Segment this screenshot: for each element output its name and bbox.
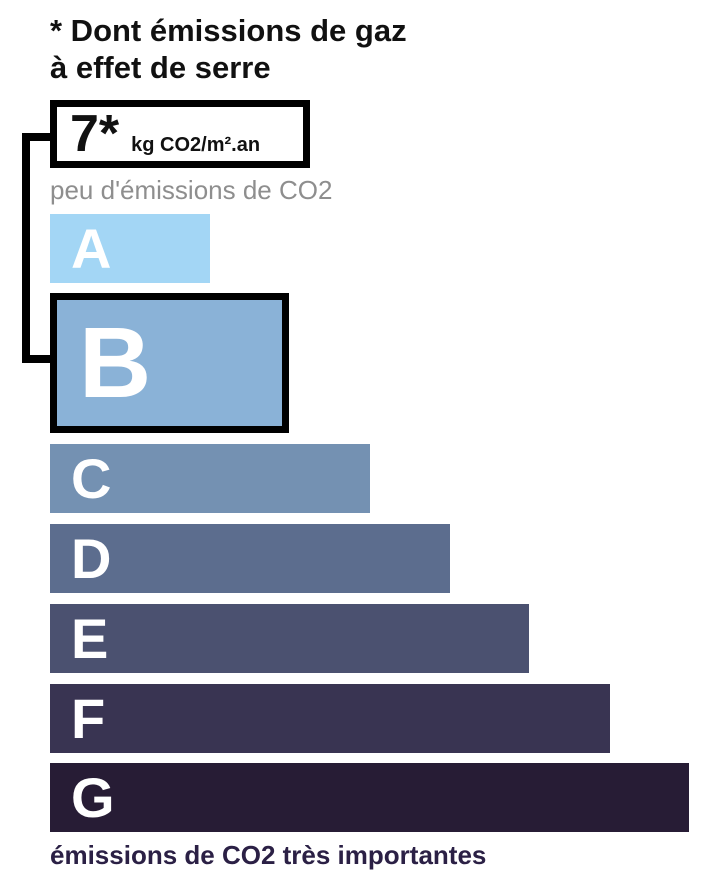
bar-e: E bbox=[50, 604, 529, 673]
chart-title-line2: à effet de serre bbox=[50, 50, 271, 85]
bar-c: C bbox=[50, 444, 370, 513]
bar-b-letter: B bbox=[79, 307, 152, 419]
bar-b-highlighted: B bbox=[50, 293, 289, 433]
bar-a: A bbox=[50, 214, 210, 283]
bar-d: D bbox=[50, 524, 450, 593]
high-emissions-label: émissions de CO2 très importantes bbox=[50, 840, 487, 870]
low-emissions-label: peu d'émissions de CO2 bbox=[50, 175, 333, 205]
emissions-value-box: 7* kg CO2/m².an bbox=[50, 100, 310, 168]
bar-e-letter: E bbox=[71, 606, 109, 670]
connector-line-top bbox=[22, 133, 56, 141]
bar-g-letter: G bbox=[71, 765, 115, 829]
bar-a-letter: A bbox=[71, 216, 112, 280]
emissions-unit: kg CO2/m².an bbox=[131, 134, 261, 156]
connector-line-vertical bbox=[22, 133, 30, 363]
bar-c-letter: C bbox=[71, 446, 112, 510]
chart-title-line1: * Dont émissions de gaz bbox=[50, 13, 407, 48]
bar-d-letter: D bbox=[71, 526, 112, 590]
bar-f-letter: F bbox=[71, 686, 106, 750]
connector-line-bottom bbox=[22, 355, 58, 363]
bar-g: G bbox=[50, 763, 689, 832]
bar-f: F bbox=[50, 684, 610, 753]
emissions-value: 7* bbox=[70, 105, 120, 163]
chart-title: * Dont émissions de gaz à effet de serre bbox=[50, 12, 407, 86]
